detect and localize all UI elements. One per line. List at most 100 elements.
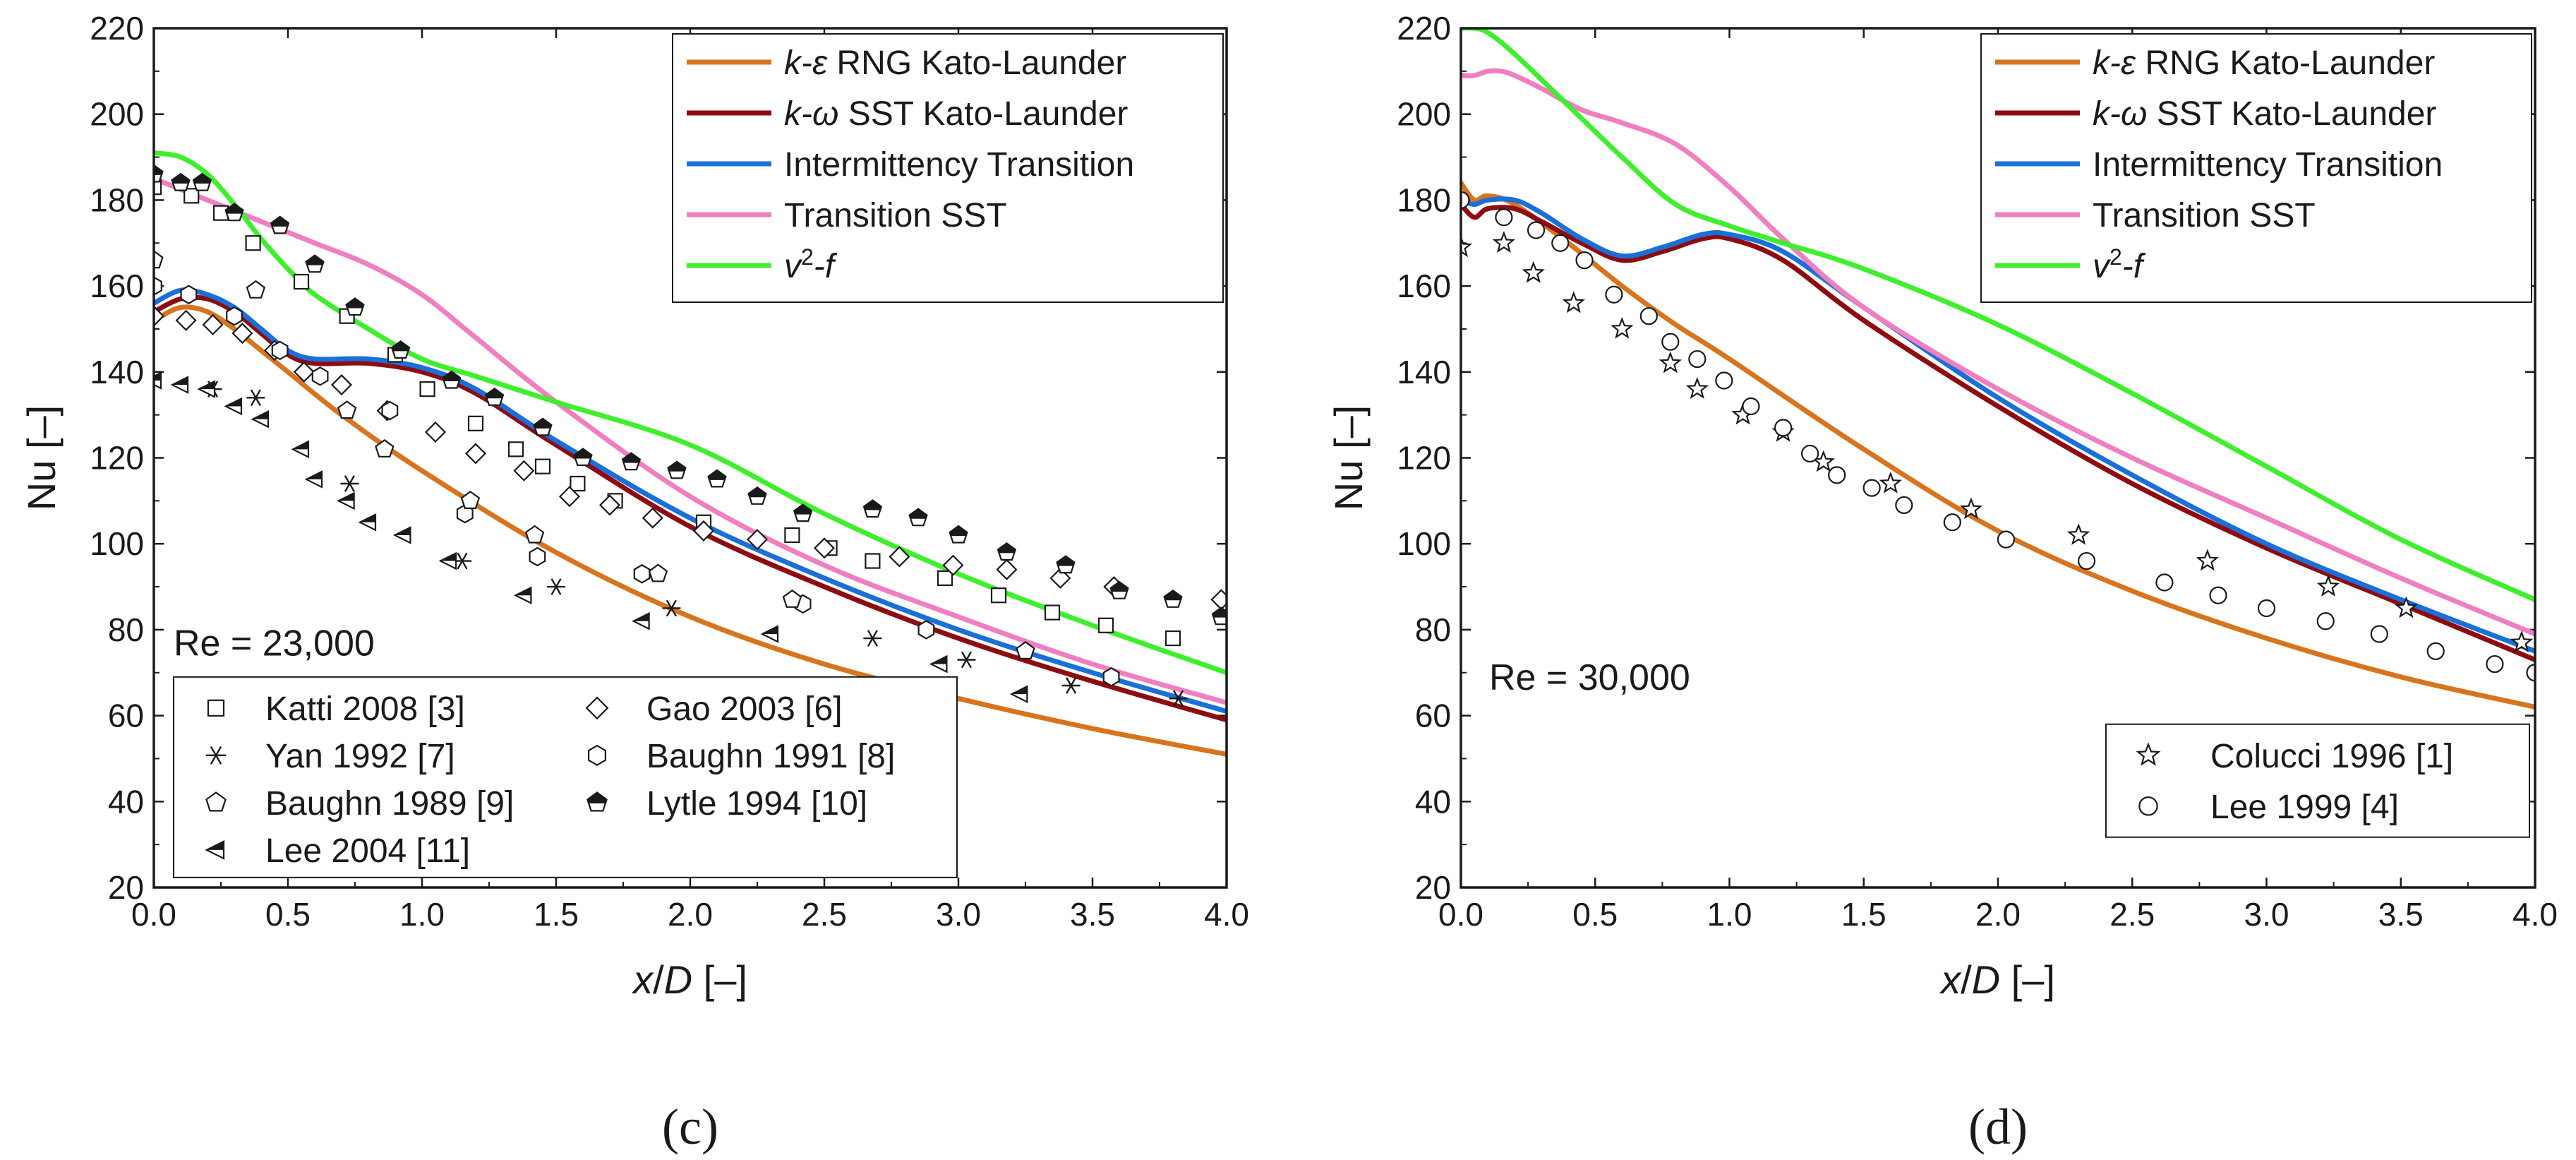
y-tick-label: 140 — [1397, 354, 1451, 390]
marker-legend-box — [173, 676, 958, 878]
scatter-point-hexagon — [917, 620, 935, 640]
x-tick-label: 2.0 — [668, 896, 713, 933]
scatter-point-lefttriangle — [224, 397, 243, 416]
scatter-point-halfpentagon — [793, 503, 813, 522]
scatter-point-diamond — [996, 558, 1018, 580]
scatter-point-halfpentagon — [707, 469, 727, 488]
scatter-point-circle — [1943, 513, 1961, 532]
y-tick-label: 20 — [108, 869, 144, 906]
line-legend-box — [672, 33, 1224, 303]
scatter-point-diamond — [175, 309, 197, 331]
series-group — [1461, 28, 2535, 710]
scatter-point-halfpentagon — [1163, 589, 1183, 608]
y-tick-label: 80 — [1415, 611, 1451, 648]
scatter-point-halfpentagon — [305, 254, 325, 273]
x-tick-label: 2.5 — [802, 896, 847, 933]
y-tick-label: 100 — [1397, 525, 1451, 562]
y-axis-label: Nu [–] — [19, 405, 64, 510]
scatter-point-lefttriangle — [197, 380, 216, 398]
scatter-point-circle — [2257, 599, 2276, 618]
y-tick-label: 80 — [108, 611, 144, 648]
scatter-point-asterisk — [246, 389, 265, 407]
x-tick-label: 0.5 — [265, 896, 311, 933]
scatter-point-halfpentagon — [224, 203, 244, 222]
legend-label-kw_sst: k-ω SST Kato-Launder — [784, 95, 1128, 133]
y-axis-label: Nu [–] — [1326, 405, 1371, 510]
scatter-point-lefttriangle — [760, 625, 779, 643]
scatter-point-circle — [1801, 444, 1819, 463]
x-axis-label: x/D [–] — [1939, 957, 2055, 1002]
marker-legend-label: Baughn 1989 [9] — [265, 785, 514, 823]
scatter-point-diamond — [642, 507, 663, 529]
x-tick-label: 3.5 — [2378, 896, 2424, 933]
x-axis-unit: [–] — [692, 957, 747, 1002]
scatter-point-halfpentagon — [1211, 606, 1227, 626]
scatter-point-diamond — [692, 520, 715, 542]
y-tick-label: 120 — [90, 440, 144, 477]
marker-legend-box — [2105, 723, 2530, 838]
x-tick-label: 4.0 — [1204, 896, 1249, 933]
scatter-point-circle — [2526, 664, 2535, 682]
scatter-point-lefttriangle — [251, 409, 270, 429]
scatter-point-lefttriangle — [337, 491, 355, 510]
scatter-point-diamond — [1210, 589, 1227, 611]
scatter-point-diamond — [293, 361, 315, 383]
scatter-point-halfpentagon — [192, 172, 212, 191]
legend-label-intermittency: Intermittency Transition — [784, 146, 1134, 184]
scatter-point-lefttriangle — [929, 654, 948, 674]
x-axis-var: x — [631, 957, 654, 1002]
scatter-point-circle — [1461, 191, 1470, 209]
panel-d-chart: 0.0 0.5 1.0 1.5 2.0 2.5 3.0 3.5 4.0 20 40 60 80 100 12… — [1326, 10, 2558, 1155]
x-axis-unit: [–] — [2000, 957, 2055, 1002]
series-line-transition_sst — [1461, 68, 2535, 637]
y-tick-label: 220 — [90, 10, 144, 47]
scatter-point-halfpentagon — [949, 525, 968, 544]
scatter-point-square — [1044, 604, 1061, 621]
scatter-point-diamond — [813, 537, 836, 559]
scatter-point-lefttriangle — [513, 586, 532, 604]
scatter-point-pentagon — [337, 400, 357, 419]
scatter-group — [154, 164, 1227, 707]
scatter-point-circle — [2370, 625, 2388, 643]
scatter-point-halfpentagon — [171, 172, 191, 191]
scatter-point-circle — [1661, 333, 1680, 351]
x-tick-label: 1.5 — [1841, 896, 1886, 933]
scatter-point-lefttriangle — [304, 470, 323, 489]
scatter-point-halfpentagon — [862, 499, 883, 518]
scatter-point-hexagon — [633, 564, 651, 584]
scatter-point-square — [419, 381, 435, 397]
legend-marker-hexagon — [587, 744, 607, 766]
x-axis-slash: / — [1961, 957, 1972, 1002]
scatter-point-diamond — [598, 494, 621, 516]
scatter-point-asterisk — [1169, 690, 1188, 707]
legend-marker-diamond — [585, 696, 609, 720]
legend-marker-circle — [2138, 796, 2158, 816]
legend-label-transition_sst: Transition SST — [784, 197, 1007, 234]
scatter-point-hexagon — [180, 285, 198, 305]
scatter-point-star — [1492, 231, 1516, 253]
scatter-point-asterisk — [957, 651, 976, 669]
scatter-point-star — [2510, 630, 2534, 652]
y-tick-label: 40 — [1415, 783, 1451, 820]
x-axis-var2: D — [1972, 957, 2000, 1002]
scatter-point-circle — [2316, 612, 2335, 630]
panel-label: (d) — [1968, 1099, 2028, 1155]
scatter-point-circle — [1527, 221, 1546, 239]
y-tick-label: 120 — [1397, 440, 1451, 477]
scatter-point-circle — [1828, 466, 1846, 484]
scatter-point-square — [937, 570, 953, 586]
series-line-v2f — [1461, 28, 2535, 602]
x-tick-label: 0.5 — [1572, 896, 1618, 933]
scatter-point-star — [1562, 291, 1586, 313]
scatter-point-square — [570, 475, 586, 492]
scatter-point-diamond — [202, 313, 224, 335]
legend-marker-asterisk — [205, 746, 227, 765]
scatter-point-halfpentagon — [1109, 580, 1129, 599]
scatter-point-diamond — [464, 443, 487, 465]
scatter-point-square — [154, 179, 162, 196]
x-tick-label: 2.0 — [1975, 896, 2021, 933]
scatter-point-hexagon — [271, 340, 289, 361]
series-line-ke_rng — [154, 304, 1227, 757]
scatter-point-pentagon — [460, 491, 481, 510]
scatter-point-pentagon — [375, 438, 395, 458]
